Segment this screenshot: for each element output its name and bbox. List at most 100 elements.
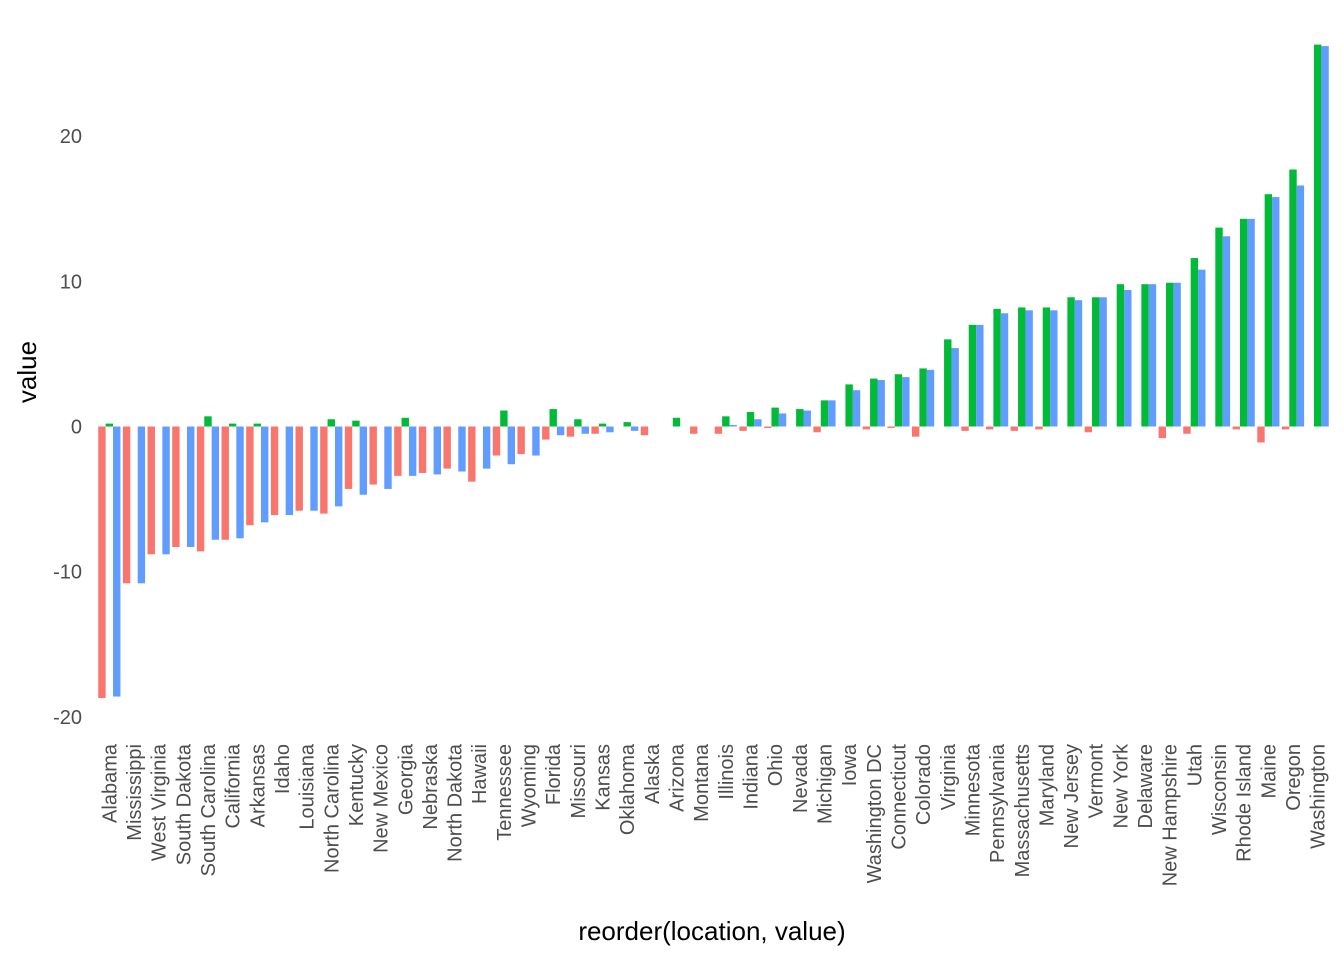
x-tick-label: Kansas bbox=[593, 744, 615, 811]
bar-colorado-s1 bbox=[912, 426, 920, 437]
y-axis: -20 -10 0 10 20 bbox=[53, 126, 82, 729]
bar-virginia-s3 bbox=[951, 348, 959, 427]
x-tick-label: Delaware bbox=[1135, 744, 1157, 828]
bar-arizona-s2 bbox=[672, 417, 681, 427]
x-tick-label: California bbox=[223, 743, 245, 828]
x-tick-label: Indiana bbox=[740, 743, 762, 809]
bar-maryland-s1 bbox=[1035, 426, 1043, 430]
bar-south-carolina-s3 bbox=[211, 426, 220, 540]
bar-new-jersey-s3 bbox=[1074, 300, 1083, 427]
bar-north-dakota-s1 bbox=[443, 426, 451, 469]
bar-washington-dc-s2 bbox=[870, 378, 878, 427]
x-tick-label: Alaska bbox=[642, 743, 664, 804]
bar-rhode-island-s2 bbox=[1239, 218, 1248, 427]
bar-pennsylvania-s1 bbox=[985, 426, 994, 430]
bar-kansas-s2 bbox=[598, 423, 607, 427]
bar-illinois-s2 bbox=[722, 416, 730, 427]
bar-oklahoma-s2 bbox=[623, 422, 631, 427]
x-tick-label: West Virginia bbox=[149, 743, 171, 861]
x-tick-label: Maine bbox=[1258, 744, 1280, 798]
bar-michigan-s1 bbox=[813, 426, 821, 433]
bar-hawaii-s1 bbox=[468, 426, 476, 482]
bar-pennsylvania-s3 bbox=[1000, 313, 1009, 427]
bar-michigan-s2 bbox=[820, 400, 829, 427]
bar-oregon-s1 bbox=[1281, 426, 1290, 430]
bar-south-carolina-s2 bbox=[204, 416, 212, 427]
x-tick-label: Maryland bbox=[1036, 744, 1058, 826]
bar-massachusetts-s1 bbox=[1010, 426, 1019, 431]
x-tick-label: New York bbox=[1110, 743, 1132, 828]
x-tick-label: Florida bbox=[543, 743, 565, 805]
x-tick-label: Wisconsin bbox=[1209, 744, 1231, 835]
x-tick-label: Louisiana bbox=[297, 743, 319, 830]
bar-missouri-s3 bbox=[581, 426, 589, 434]
x-tick-label: South Dakota bbox=[173, 743, 195, 865]
x-tick-label: Massachusetts bbox=[1012, 744, 1034, 877]
bar-kansas-s1 bbox=[591, 426, 599, 434]
x-tick-label: Illinois bbox=[716, 744, 738, 800]
bar-alabama-s1 bbox=[98, 426, 106, 699]
x-tick-label: Arkansas bbox=[247, 744, 269, 827]
bar-california-s1 bbox=[221, 426, 229, 540]
bar-idaho-s1 bbox=[270, 426, 279, 516]
x-tick-label: Kentucky bbox=[346, 744, 368, 826]
x-tick-label: Washington bbox=[1308, 744, 1330, 849]
bar-utah-s2 bbox=[1190, 258, 1199, 427]
x-tick-label: Connecticut bbox=[888, 744, 910, 850]
bar-minnesota-s1 bbox=[961, 426, 969, 431]
bar-florida-s3 bbox=[556, 426, 565, 436]
bar-south-dakota-s1 bbox=[172, 426, 180, 548]
bar-washington-dc-s1 bbox=[862, 426, 871, 430]
bar-north-carolina-s1 bbox=[320, 426, 328, 514]
bar-florida-s2 bbox=[549, 409, 557, 427]
y-tick-label: 20 bbox=[60, 126, 82, 148]
x-tick-label: Washington DC bbox=[864, 744, 886, 883]
bar-south-carolina-s1 bbox=[196, 426, 205, 552]
y-tick-label: 0 bbox=[71, 417, 82, 439]
bar-new-mexico-s3 bbox=[384, 426, 392, 489]
bar-north-dakota-s3 bbox=[458, 426, 466, 472]
bar-kentucky-s3 bbox=[359, 426, 368, 495]
bar-maryland-s2 bbox=[1042, 307, 1051, 427]
x-tick-label: Georgia bbox=[395, 743, 417, 815]
bar-vermont-s2 bbox=[1092, 297, 1100, 427]
bar-virginia-s2 bbox=[944, 339, 952, 427]
bar-new-hampshire-s1 bbox=[1158, 426, 1167, 439]
x-tick-label: North Dakota bbox=[445, 743, 467, 862]
bar-new-mexico-s1 bbox=[369, 426, 377, 485]
bar-utah-s3 bbox=[1198, 269, 1206, 427]
x-tick-label: New Mexico bbox=[371, 744, 393, 853]
bar-montana-s1 bbox=[690, 426, 698, 434]
bar-connecticut-s3 bbox=[902, 377, 910, 427]
bar-alabama-s2 bbox=[105, 423, 114, 427]
bar-mississippi-s3 bbox=[137, 426, 146, 584]
bar-louisiana-s1 bbox=[295, 426, 303, 511]
bar-indiana-s1 bbox=[739, 426, 747, 431]
bar-delaware-s2 bbox=[1141, 284, 1149, 427]
bar-ohio-s1 bbox=[764, 426, 772, 428]
bar-kansas-s3 bbox=[606, 426, 614, 433]
bar-maryland-s3 bbox=[1050, 310, 1058, 427]
bars-layer bbox=[98, 44, 1329, 699]
x-tick-label: Nebraska bbox=[420, 743, 442, 829]
bar-ohio-s2 bbox=[771, 407, 779, 427]
bar-south-dakota-s3 bbox=[187, 426, 195, 548]
x-tick-label: Missouri bbox=[568, 744, 590, 818]
y-tick-label: -20 bbox=[53, 707, 82, 729]
x-tick-label: Montana bbox=[691, 743, 713, 822]
bar-new-jersey-s2 bbox=[1067, 297, 1075, 427]
bar-iowa-s3 bbox=[852, 390, 861, 427]
bar-washington-s2 bbox=[1313, 44, 1322, 427]
x-tick-label: Virginia bbox=[938, 743, 960, 810]
bar-alaska-s1 bbox=[640, 426, 649, 436]
bar-alabama-s3 bbox=[113, 426, 121, 697]
bar-minnesota-s3 bbox=[976, 324, 984, 427]
bar-massachusetts-s3 bbox=[1025, 310, 1033, 427]
bar-louisiana-s3 bbox=[310, 426, 318, 511]
x-tick-label: Hawaii bbox=[469, 744, 491, 804]
bar-illinois-s3 bbox=[729, 425, 737, 427]
bar-massachusetts-s2 bbox=[1018, 307, 1026, 427]
bar-maine-s1 bbox=[1257, 426, 1265, 443]
x-axis: Alabama Mississippi West Virginia South Dak… bbox=[99, 743, 1329, 886]
bar-georgia-s2 bbox=[401, 417, 409, 427]
